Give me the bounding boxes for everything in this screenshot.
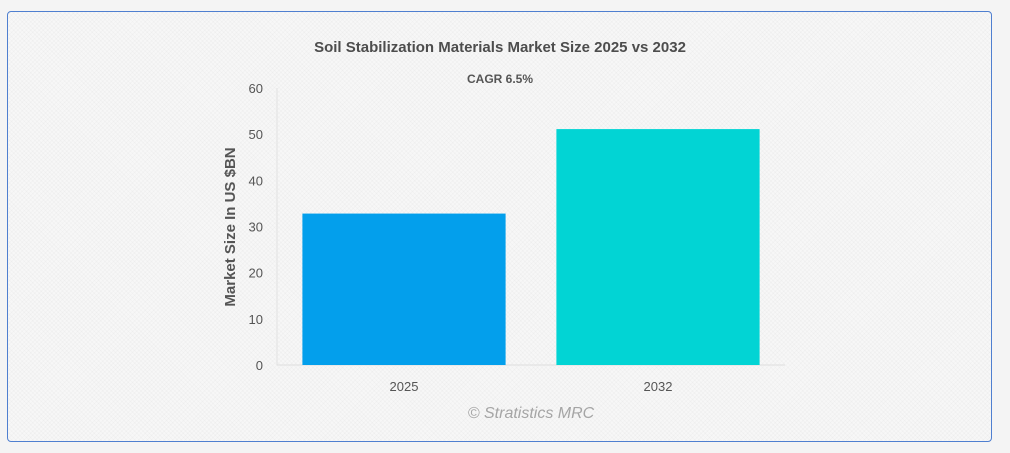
x-axis-ticks: 2025 2032 <box>390 379 673 394</box>
y-tick-label: 60 <box>249 81 263 96</box>
y-tick-label: 0 <box>256 358 263 373</box>
y-tick-label: 30 <box>249 220 263 235</box>
y-axis-label: Market Size In US $BN <box>222 147 239 306</box>
bar-2032 <box>556 129 760 365</box>
credit-watermark: © Stratistics MRC <box>468 405 595 422</box>
bar-2025 <box>302 213 506 365</box>
chart-title: Soil Stabilization Materials Market Size… <box>314 39 686 56</box>
bars <box>302 129 760 365</box>
y-tick-label: 50 <box>249 127 263 142</box>
x-tick-label: 2025 <box>390 379 419 394</box>
chart-subtitle: CAGR 6.5% <box>467 72 533 86</box>
y-axis-ticks: 0 10 20 30 40 50 60 <box>249 81 263 373</box>
x-tick-label: 2032 <box>644 379 673 394</box>
y-tick-label: 40 <box>249 173 263 188</box>
y-tick-label: 20 <box>249 266 263 281</box>
y-tick-label: 10 <box>249 312 263 327</box>
